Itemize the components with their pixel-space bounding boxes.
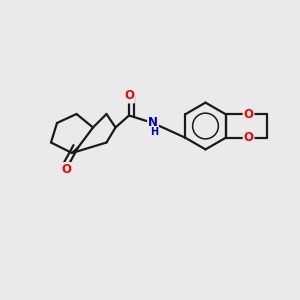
- Text: O: O: [61, 163, 71, 176]
- Text: O: O: [124, 89, 134, 103]
- Text: N: N: [148, 116, 158, 130]
- Text: H: H: [150, 127, 158, 137]
- Text: O: O: [244, 131, 254, 144]
- Text: O: O: [244, 108, 254, 121]
